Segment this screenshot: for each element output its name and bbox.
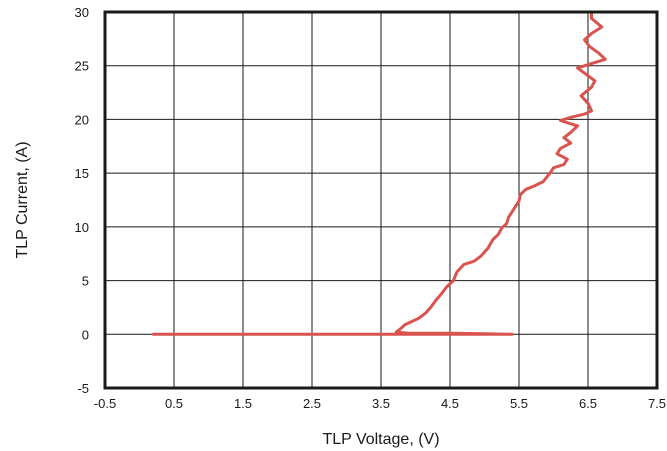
x-tick-label: 7.5 [648,396,666,411]
grid-lines [104,11,658,389]
x-tick-label: 6.5 [579,396,597,411]
y-tick-label: -5 [77,381,89,396]
series-line [151,10,607,336]
y-tick-label: 30 [75,5,89,20]
y-axis-title: TLP Current, (A) [14,141,31,258]
y-tick-label: 20 [75,112,89,127]
x-axis-title: TLP Voltage, (V) [322,431,439,448]
x-tick-label: -0.5 [94,396,116,411]
x-tick-labels: -0.5 0.5 1.5 2.5 3.5 4.5 5.5 6.5 7.5 [94,396,666,411]
x-tick-label: 1.5 [234,396,252,411]
x-tick-label: 2.5 [303,396,321,411]
x-tick-label: 5.5 [510,396,528,411]
y-tick-label: 0 [82,327,89,342]
y-tick-label: 15 [75,166,89,181]
x-tick-label: 3.5 [372,396,390,411]
x-tick-label: 0.5 [165,396,183,411]
plot-frame [103,10,659,390]
x-tick-label: 4.5 [441,396,459,411]
y-tick-label: 5 [82,274,89,289]
y-tick-labels: -5 0 5 10 15 20 25 30 [75,5,89,396]
series-layer [151,10,607,336]
y-tick-label: 25 [75,59,89,74]
y-tick-label: 10 [75,220,89,235]
